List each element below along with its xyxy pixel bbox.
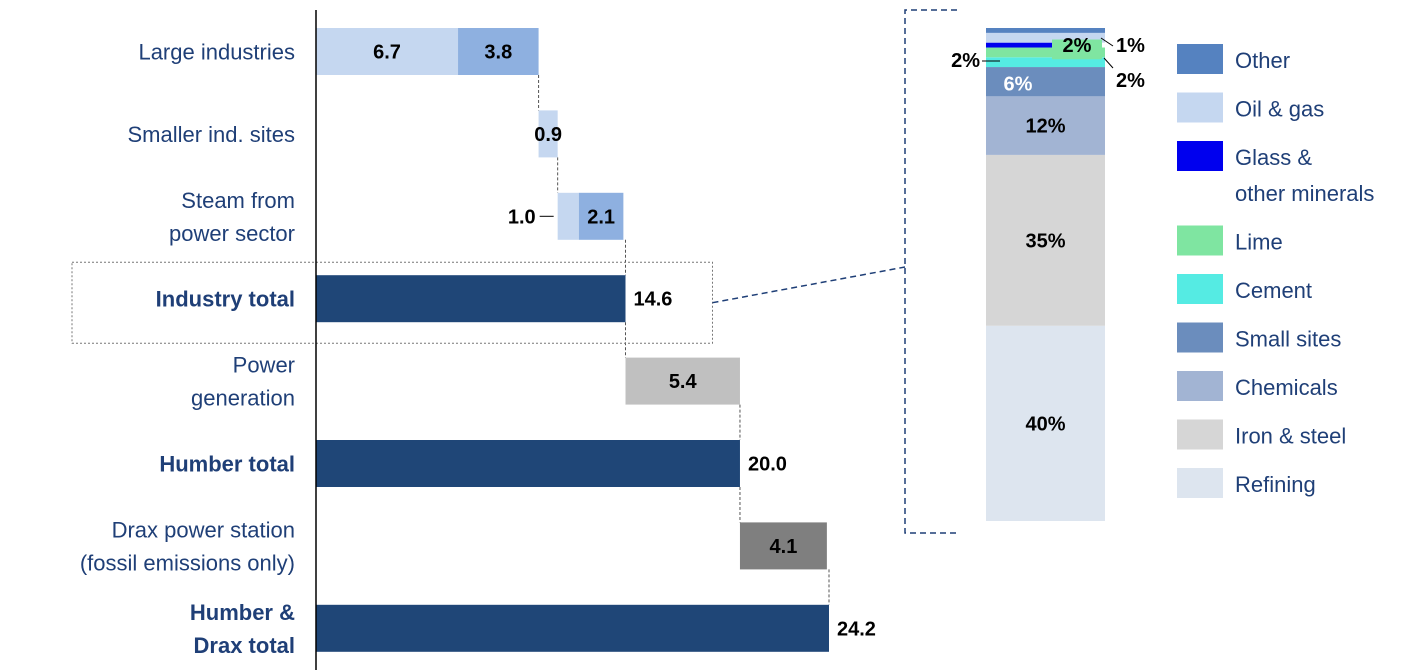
legend-label-cement-line-0: Cement [1235, 278, 1312, 303]
bar-humber-and-drax-total-9 [316, 604, 829, 652]
stack-segment-oil-and-gas [986, 32, 1105, 43]
value-label-9: 24.2 [837, 618, 876, 640]
stack-label-cement: 2% [951, 50, 980, 72]
category-label-drax-power-station-fossil-emissions-only-line-0: Drax power station [112, 517, 295, 542]
legend-swatch-other [1177, 44, 1223, 74]
legend-label-iron-and-steel-line-0: Iron & steel [1235, 424, 1346, 449]
stack-label-lime: 2% [1063, 35, 1092, 57]
category-label-industry-total-line-0: Industry total [156, 287, 295, 312]
stack-leader-glass [1100, 37, 1114, 47]
legend-swatch-iron-and-steel [1177, 419, 1223, 450]
bar-humber-total-7 [316, 440, 740, 487]
stack-label-oil-and-gas: 2% [1116, 70, 1145, 92]
category-label-large-industries-line-0: Large industries [138, 40, 295, 65]
legend-label-other-line-0: Other [1235, 48, 1290, 73]
stack-segment-cement [986, 57, 1105, 68]
value-label-5: 14.6 [633, 289, 672, 311]
stack-label-chemicals: 12% [1025, 116, 1065, 138]
legend-label-glass-and-other-minerals-line-1: other minerals [1235, 181, 1374, 206]
legend-swatch-lime [1177, 225, 1223, 256]
category-label-power-generation-line-0: Power [233, 353, 295, 378]
category-label-humber-and-drax-total-line-0: Humber & [190, 600, 295, 625]
stack-label-glass-and-other-minerals: 1% [1116, 35, 1145, 57]
stack-segment-chemicals [986, 96, 1105, 155]
stack-segment-lime [986, 47, 1105, 58]
category-label-drax-power-station-fossil-emissions-only-line-1: (fossil emissions only) [80, 550, 295, 575]
breakdown-brace [712, 9, 957, 534]
legend-label-chemicals-line-0: Chemicals [1235, 375, 1338, 400]
category-labels: Large industries Smaller ind. sites Steam … [80, 40, 295, 658]
value-labels: 6.7 3.8 0.9 1.0 2.1 14.6 5.4 20.0 4.1 24.2 [373, 42, 876, 641]
legend: Other Oil & gas Glass & other minerals Lime C… [1177, 44, 1374, 498]
bar-smaller-ind-sites-2 [538, 110, 558, 158]
bar-drax-power-station-fossil-emissions-only-8 [739, 522, 827, 570]
category-label-smaller-ind-sites-line-0: Smaller ind. sites [127, 122, 295, 147]
value-label-6: 5.4 [669, 371, 698, 393]
legend-label-refining-line-0: Refining [1235, 472, 1316, 497]
legend-label-oil-and-gas-line-0: Oil & gas [1235, 97, 1324, 122]
bar-large-industries-1 [458, 28, 539, 75]
value-label-0: 6.7 [373, 42, 401, 64]
stack-lime-inset [1052, 39, 1102, 60]
category-label-steam-from-power-sector-line-1: power sector [169, 221, 295, 246]
bar-steam-from-power-sector-3 [557, 192, 579, 240]
value-label-3: 1.0 [508, 206, 536, 228]
legend-swatch-chemicals [1177, 371, 1223, 401]
value-label-7: 20.0 [748, 454, 787, 476]
stack-segment-small-sites [986, 67, 1105, 97]
stack-leader-oil-gas [1103, 57, 1114, 69]
stack-label-iron-and-steel: 35% [1025, 230, 1065, 252]
legend-swatch-cement [1177, 274, 1223, 304]
legend-swatch-refining [1177, 468, 1223, 498]
legend-label-lime-line-0: Lime [1235, 230, 1283, 255]
category-label-steam-from-power-sector-line-0: Steam from [181, 188, 295, 213]
connector-lines [538, 75, 830, 605]
breakdown-stack: 40% 35% 12% 6% 2% 2% 1% 2% [951, 28, 1145, 521]
value-label-2: 0.9 [534, 124, 562, 146]
legend-label-glass-and-other-minerals-line-0: Glass & [1235, 145, 1312, 170]
legend-swatch-oil-and-gas [1177, 92, 1223, 123]
stack-segment-refining [986, 325, 1105, 521]
value-label-4: 2.1 [587, 206, 615, 228]
stack-label-refining: 40% [1025, 413, 1065, 435]
waterfall-bars [316, 28, 829, 652]
bar-large-industries-0 [316, 28, 459, 75]
breakdown-link-line [712, 266, 906, 304]
legend-swatch-glass-and-other-minerals [1177, 141, 1223, 171]
category-label-humber-total-line-0: Humber total [159, 452, 295, 477]
bar-industry-total-5 [316, 275, 626, 323]
breakdown-bracket [904, 9, 957, 534]
legend-label-small-sites-line-0: Small sites [1235, 327, 1341, 352]
stack-segment-glass-and-other-minerals [986, 42, 1099, 48]
category-label-power-generation-line-1: generation [191, 386, 295, 411]
value-label-8: 4.1 [770, 536, 798, 558]
stack-label-small-sites: 6% [1004, 74, 1033, 96]
category-label-humber-and-drax-total-line-1: Drax total [194, 633, 295, 658]
stack-segment-iron-and-steel [986, 154, 1105, 326]
bar-power-generation-6 [625, 357, 740, 405]
legend-swatch-small-sites [1177, 322, 1223, 353]
value-label-1: 3.8 [484, 42, 512, 64]
bar-steam-from-power-sector-4 [578, 192, 624, 240]
stack-segment-other [986, 28, 1105, 33]
